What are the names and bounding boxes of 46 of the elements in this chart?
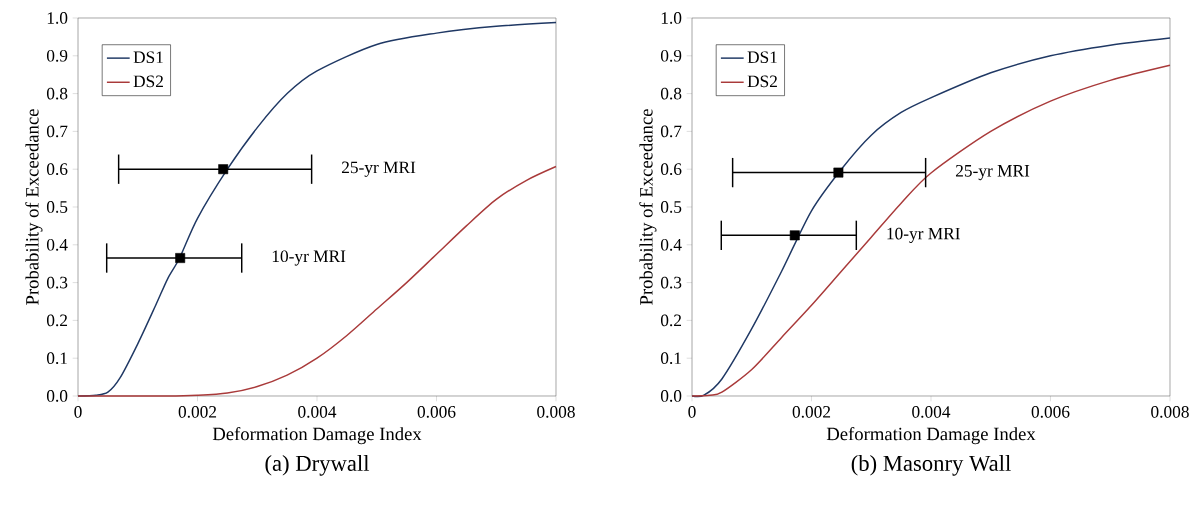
annotation: 10-yr MRI (272, 250, 346, 266)
y-tick-label: 0.8 (660, 87, 682, 100)
y-tick-label: 0.3 (660, 276, 682, 289)
x-tick-label: 0.002 (792, 406, 831, 418)
x-tick-label: 0.006 (417, 406, 456, 418)
x-tick-label: 0 (688, 406, 696, 418)
text: (b) Masonry Wall (851, 455, 1011, 476)
y-tick-label: 0.5 (660, 201, 682, 213)
y-tick-label: 0.3 (46, 276, 68, 289)
x-tick-label: 0.002 (178, 406, 217, 418)
legend-label: DS2 (133, 75, 163, 88)
annotation: 25-yr MRI (341, 161, 416, 177)
annotation: 10-yr MRI (887, 227, 960, 243)
y-tick-label: 0.5 (46, 201, 68, 213)
x-tick-label: 0.004 (298, 406, 337, 418)
y-axis-title: Probability of Exceedance (639, 109, 657, 305)
y-tick-label: 0.0 (46, 390, 68, 402)
x-axis-title: Deformation Damage Index (826, 426, 1036, 445)
text: (a) Drywall (265, 455, 370, 476)
legend-label: DS1 (747, 51, 777, 64)
y-tick-label: 0.6 (46, 163, 68, 176)
y-tick-label: 0.9 (660, 49, 682, 62)
annotation: 25-yr MRI (955, 164, 1030, 181)
x-tick-label: 0 (74, 406, 82, 418)
y-tick-label: 0.7 (46, 125, 68, 138)
y-tick-label: 0.2 (46, 314, 68, 327)
x-tick-label: 0.004 (912, 406, 951, 418)
y-tick-label: 1.0 (661, 12, 682, 24)
y-tick-label: 0.4 (660, 238, 682, 251)
legend-label: DS1 (133, 51, 163, 64)
legend-label: DS2 (747, 75, 777, 88)
y-tick-label: 0.7 (660, 125, 682, 138)
x-axis-title: Deformation Damage Index (212, 426, 422, 445)
y-tick-label: 0.1 (660, 352, 681, 365)
y-axis-title: Probability of Exceedance (25, 109, 43, 305)
y-tick-label: 0.6 (660, 163, 682, 176)
x-tick-label: 0.008 (537, 406, 575, 418)
y-tick-label: 0.9 (46, 49, 68, 62)
x-tick-label: 0.006 (1031, 406, 1070, 418)
y-tick-label: 0.8 (46, 87, 68, 100)
y-tick-label: 0.2 (660, 314, 682, 327)
x-tick-label: 0.008 (1151, 406, 1189, 418)
y-tick-label: 0.4 (46, 238, 68, 251)
y-tick-label: 1.0 (47, 12, 68, 24)
y-tick-label: 0.0 (660, 390, 682, 402)
y-tick-label: 0.1 (46, 352, 67, 365)
